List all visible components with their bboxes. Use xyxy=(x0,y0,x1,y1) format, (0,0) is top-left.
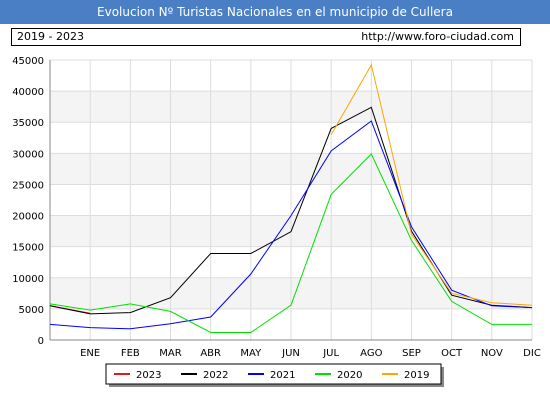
legend-box xyxy=(105,363,442,385)
series-line-2021 xyxy=(49,120,533,330)
legend-label-2022: 2022 xyxy=(203,370,228,381)
x-tick-label: FEB xyxy=(121,348,140,359)
chart-title: Evolucion Nº Turistas Nacionales en el m… xyxy=(0,0,550,24)
x-tick-label: DIC xyxy=(523,348,541,359)
x-tick-label: MAY xyxy=(240,348,262,359)
x-tick-label: AGO xyxy=(360,348,382,359)
y-tick-label: 20000 xyxy=(12,212,44,223)
y-tick-label: 5000 xyxy=(19,305,44,316)
legend-label-2021: 2021 xyxy=(270,370,295,381)
x-tick-label: JUN xyxy=(281,348,300,359)
series-line-2020 xyxy=(49,153,532,333)
y-tick-label: 45000 xyxy=(12,56,44,67)
legend: 2023 2022 2021 2020 2019 xyxy=(105,363,444,387)
axes xyxy=(49,60,532,341)
series-line-2022 xyxy=(49,106,533,315)
x-tick-label: JUL xyxy=(322,348,339,359)
y-tick-label: 10000 xyxy=(12,274,44,285)
y-tick-label: 40000 xyxy=(12,87,44,98)
x-tick-label: ABR xyxy=(200,348,221,359)
series-lines xyxy=(49,63,533,333)
x-tick-label: OCT xyxy=(441,348,463,359)
year-range: 2019 - 2023 xyxy=(17,30,84,43)
y-tick-label: 15000 xyxy=(12,243,44,254)
legend-label-2019: 2019 xyxy=(404,370,429,381)
legend-label-2023: 2023 xyxy=(136,370,161,381)
x-tick-label: ENE xyxy=(80,348,100,359)
y-tick-label: 35000 xyxy=(12,118,44,129)
x-tick-label: MAR xyxy=(159,348,181,359)
y-tick-labels: 0 5000 10000 15000 20000 25000 30000 35000 40000… xyxy=(12,56,44,347)
series-line-2019 xyxy=(330,63,533,306)
x-tick-label: NOV xyxy=(481,348,503,359)
x-tick-label: SEP xyxy=(402,348,421,359)
y-tick-label: 25000 xyxy=(12,180,44,191)
legend-label-2020: 2020 xyxy=(337,370,362,381)
y-tick-label: 30000 xyxy=(12,149,44,160)
source-url: http://www.foro-ciudad.com xyxy=(361,30,514,43)
y-tick-label: 0 xyxy=(38,336,44,347)
info-box: 2019 - 2023 http://www.foro-ciudad.com xyxy=(11,28,521,46)
x-tick-labels: ENE FEB MAR ABR MAY JUN JUL AGO SEP OCT NOV DIC xyxy=(80,348,541,359)
